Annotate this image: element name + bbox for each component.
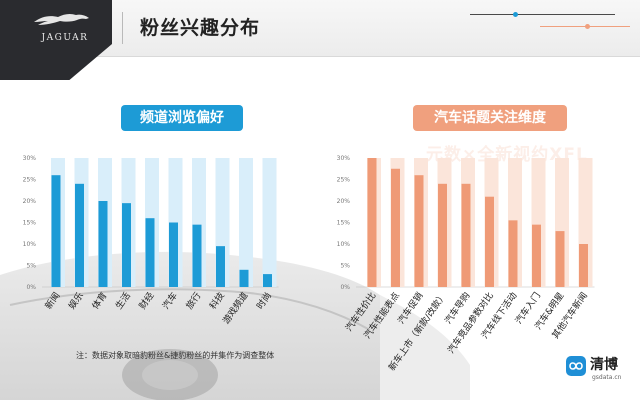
- left-bar: [145, 218, 155, 287]
- left-category-label: 科技: [207, 290, 227, 312]
- right-bar: [579, 244, 588, 287]
- qingbo-logo-icon: [566, 356, 586, 376]
- right-y-tick-label: 10%: [337, 241, 351, 248]
- left-y-tick-label: 25%: [23, 177, 37, 184]
- left-bar: [75, 183, 84, 287]
- left-category-label: 娱乐: [66, 290, 86, 312]
- right-bar: [438, 183, 447, 287]
- left-bar: [98, 201, 108, 287]
- footnote: 注：数据对象取暗豹粉丝&捷豹粉丝的并集作为调查整体: [76, 351, 275, 360]
- left-category-label: 汽车: [160, 290, 180, 312]
- header-divider: [122, 12, 123, 44]
- left-bar: [122, 203, 131, 287]
- right-bar: [391, 168, 400, 287]
- right-y-tick-label: 30%: [337, 155, 351, 162]
- right-bar: [461, 183, 471, 287]
- left-bar: [239, 269, 249, 287]
- logo-wordmark: JAGUAR: [41, 33, 89, 43]
- deco-line-dark: [470, 14, 615, 15]
- right-y-tick-label: 5%: [340, 263, 350, 270]
- brand-url: gsdata.cn: [592, 374, 622, 381]
- left-y-tick-label: 0%: [26, 284, 36, 291]
- right-y-tick-label: 15%: [337, 220, 351, 227]
- left-bar: [169, 222, 178, 287]
- left-bar-track: [239, 158, 253, 287]
- leaping-cat-icon: [34, 13, 89, 25]
- right-bar: [508, 220, 518, 287]
- right-y-tick-label: 0%: [340, 284, 350, 291]
- left-bar: [192, 224, 202, 287]
- deco-dot-orange: [585, 24, 590, 29]
- left-bar: [216, 246, 225, 287]
- deco-dot-blue: [513, 12, 518, 17]
- page-title: 粉丝兴趣分布: [140, 17, 261, 39]
- left-chart-title: 频道浏览偏好: [121, 105, 243, 131]
- right-bar: [532, 224, 541, 287]
- left-category-label: 时尚: [254, 290, 274, 312]
- left-category-label: 财经: [136, 290, 156, 312]
- left-category-label: 生活: [113, 290, 133, 312]
- left-y-tick-label: 10%: [23, 241, 37, 248]
- left-y-tick-label: 30%: [23, 155, 37, 162]
- brand-name: 清博: [590, 357, 618, 373]
- right-chart-title: 汽车话题关注维度: [413, 105, 567, 131]
- left-category-label: 旅行: [183, 290, 203, 312]
- right-bar: [367, 158, 377, 287]
- car-silhouette: [0, 251, 470, 400]
- left-y-tick-label: 15%: [23, 220, 37, 227]
- right-bar: [414, 175, 424, 287]
- right-y-tick-label: 25%: [337, 177, 351, 184]
- left-category-label: 体育: [89, 290, 109, 312]
- left-y-tick-label: 5%: [26, 263, 36, 270]
- right-bar: [555, 231, 565, 287]
- left-bar-track: [262, 158, 277, 287]
- right-y-tick-label: 20%: [337, 198, 351, 205]
- left-y-tick-label: 20%: [23, 198, 37, 205]
- right-bar: [485, 196, 494, 287]
- left-bar: [263, 274, 272, 287]
- left-category-label: 新闻: [42, 290, 62, 312]
- left-bar: [51, 175, 61, 287]
